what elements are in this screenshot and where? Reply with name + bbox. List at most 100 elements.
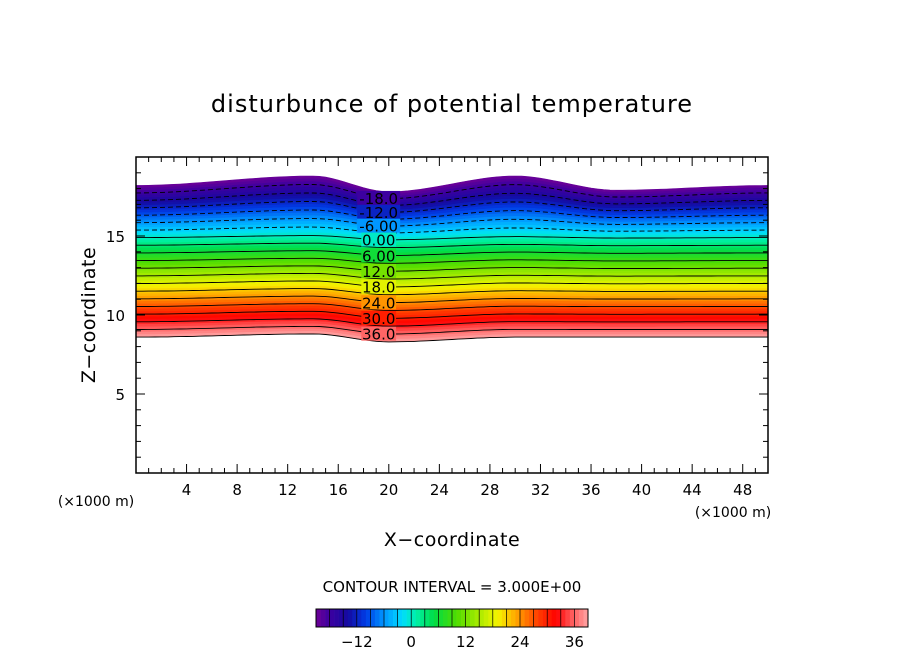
contour-label-bg-9 <box>361 326 397 341</box>
contour-line-39 <box>136 333 768 343</box>
colorbar-cell <box>329 609 335 627</box>
colorbar-cell <box>374 609 380 627</box>
contour-field <box>136 175 768 343</box>
contour-label-2: -6.00 <box>359 218 398 236</box>
colorbar-cell <box>420 609 426 627</box>
contour-line-27 <box>136 303 768 311</box>
colorbar-cell <box>442 609 448 627</box>
x-tick-label: 32 <box>531 481 550 499</box>
colorbar-cell <box>479 609 485 627</box>
contour-label-bg-5 <box>361 263 397 278</box>
colorbar-cell <box>415 609 421 627</box>
colorbar-cell <box>320 609 326 627</box>
x-unit-label: (×1000 m) <box>695 505 771 521</box>
contour-label-bg-2 <box>357 218 401 233</box>
colorbar-cell <box>560 609 566 627</box>
x-tick-label: 48 <box>733 481 752 499</box>
colorbar-cell <box>501 609 507 627</box>
contour-label-7: 24.0 <box>362 294 395 312</box>
colorbar-cell <box>343 609 349 627</box>
colorbar-cell <box>524 609 530 627</box>
colorbar-cell <box>520 609 525 627</box>
contour-label-9: 36.0 <box>362 326 395 344</box>
colorbar-cell <box>538 609 543 627</box>
colorbar-tick-label: 24 <box>510 633 529 651</box>
y-tick-label: 15 <box>106 228 125 246</box>
contour-line-36 <box>136 325 768 335</box>
contour-label-4: 6.00 <box>362 247 395 265</box>
x-tick-label: 4 <box>182 481 192 499</box>
colorbar-cell <box>465 609 471 627</box>
x-tick-label: 44 <box>683 481 702 499</box>
contour-lines <box>136 184 768 343</box>
colorbar-cell <box>370 609 376 627</box>
contour-line-0 <box>136 235 768 241</box>
colorbar-cell <box>510 609 516 627</box>
colorbar-cell <box>393 609 398 627</box>
x-tick-label: 16 <box>329 481 348 499</box>
contour-label-5: 12.0 <box>362 263 395 281</box>
colorbar-cell <box>365 609 371 627</box>
colorbar-cell <box>429 609 435 627</box>
y-axis-label: Z−coordinate <box>78 247 100 383</box>
contour-line--15 <box>136 192 768 206</box>
colorbar-frame <box>315 608 589 628</box>
colorbar-cell <box>438 609 444 627</box>
x-tick-label: 24 <box>430 481 449 499</box>
contour-line-33 <box>136 318 768 327</box>
contour-label-bg-4 <box>361 248 397 263</box>
colorbar-cell <box>347 609 353 627</box>
colorbar-tick-label: 0 <box>406 633 416 651</box>
colorbar-cell <box>338 609 344 627</box>
contour-line-21 <box>136 288 768 296</box>
colorbar-cell <box>325 609 330 627</box>
colorbar-cell <box>447 609 453 627</box>
colorbar-cell <box>551 609 557 627</box>
colorbar-cell <box>542 609 548 627</box>
contour-label-1: -12.0 <box>359 204 398 222</box>
colorbar-cell <box>569 609 575 627</box>
colorbar-cell <box>483 609 489 627</box>
colorbar-cell <box>424 609 430 627</box>
contour-label-0: -18.0 <box>359 190 398 208</box>
colorbar-cell <box>470 609 475 627</box>
contour-line-9 <box>136 257 768 264</box>
colorbar-cell <box>433 609 439 627</box>
colorbar-cell <box>361 609 367 627</box>
x-tick-label: 12 <box>278 481 297 499</box>
contour-label-6: 18.0 <box>362 279 395 297</box>
contour-line--18 <box>136 184 768 200</box>
x-axis-label: X−coordinate <box>384 529 520 551</box>
colorbar-cell <box>411 609 417 627</box>
colorbar-cell <box>461 609 466 627</box>
contour-line-3 <box>136 242 768 249</box>
contour-label-bg-3 <box>361 232 397 247</box>
colorbar-cell <box>474 609 480 627</box>
contour-labels: -18.0-12.0-6.000.006.0012.018.024.030.03… <box>357 190 401 344</box>
contour-label-bg-7 <box>361 295 397 310</box>
colorbar-cell <box>488 609 494 627</box>
colorbar-tick-label: 36 <box>565 633 584 651</box>
contour-label-bg-6 <box>361 279 397 294</box>
colorbar-cell <box>316 609 321 627</box>
colorbar: −12 0 12 24 36 <box>315 608 589 651</box>
colorbar-cell <box>334 609 339 627</box>
colorbar-tick-label: 12 <box>456 633 475 651</box>
contour-line-6 <box>136 250 768 256</box>
contour-label-bg-0 <box>357 190 401 205</box>
colorbar-cell <box>388 609 394 627</box>
colorbar-cell <box>547 609 553 627</box>
colorbar-cell <box>556 609 562 627</box>
contour-label-bg-8 <box>361 310 397 325</box>
contour-line--3 <box>136 226 768 234</box>
colorbar-cell <box>379 609 385 627</box>
contour-line--12 <box>136 201 768 213</box>
contour-line--6 <box>136 218 768 227</box>
colorbar-cell <box>515 609 521 627</box>
chart-title: disturbunce of potential temperature <box>211 90 693 118</box>
colorbar-cell <box>384 609 389 627</box>
x-tick-label: 36 <box>581 481 600 499</box>
colorbar-cell <box>529 609 534 627</box>
